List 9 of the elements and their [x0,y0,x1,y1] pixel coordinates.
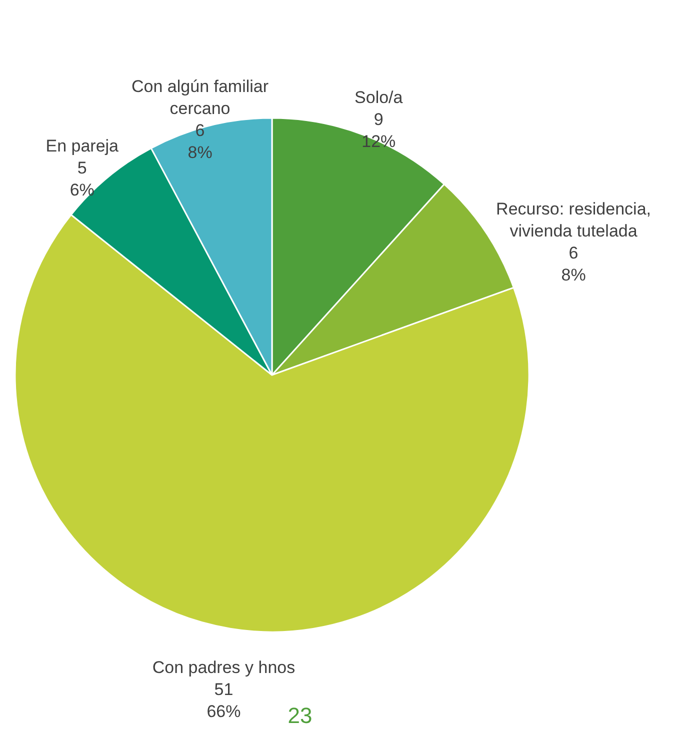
slice-label: Recurso: residencia, vivienda tutelada [496,199,652,240]
slice-label: Con padres y hnos [152,658,296,678]
slice-label: Solo/a [354,88,404,107]
data-label: 51 66% [206,680,241,722]
text: 23 [288,703,312,728]
slice-label: Con algún familiar cercano [132,76,269,118]
data-label: 5 6% [70,158,94,200]
slice-label: En pareja [46,136,120,156]
data-label: 6 8% [561,243,586,284]
